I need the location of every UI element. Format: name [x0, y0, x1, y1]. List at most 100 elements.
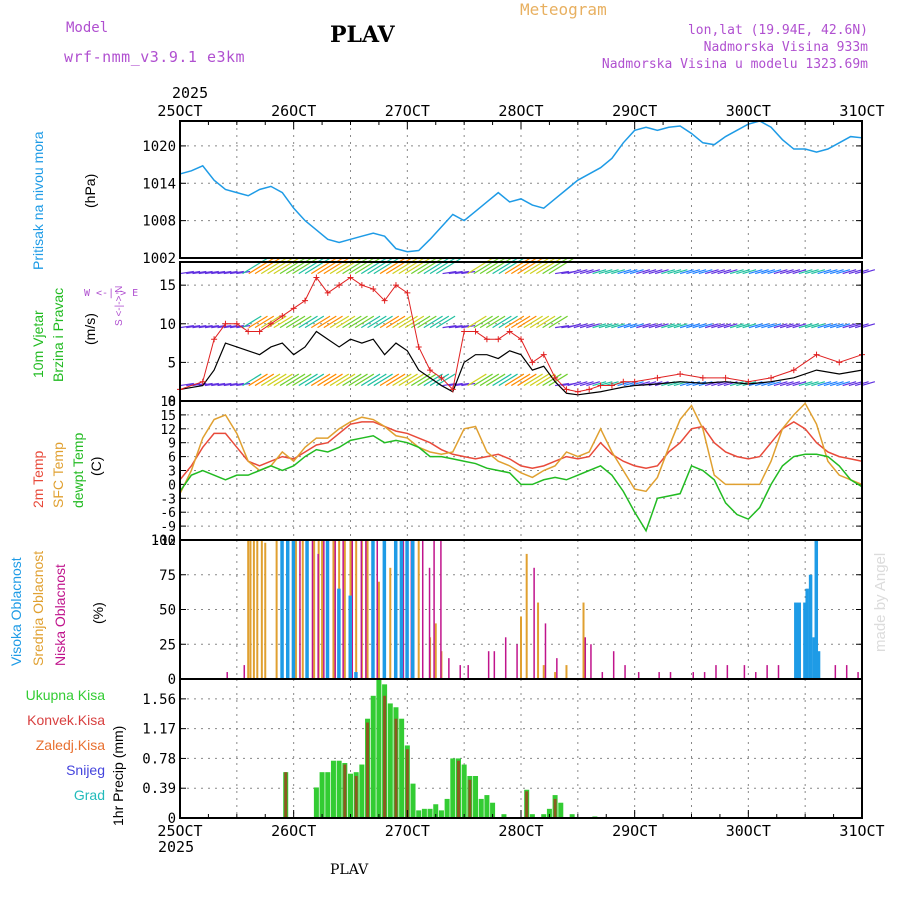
wind-direction-arrow: [642, 269, 657, 275]
cloud-high-bar: [291, 540, 296, 679]
cloud-high-bar: [337, 588, 341, 679]
wind-direction-arrow: [555, 324, 570, 329]
cloud-high-bar: [305, 540, 309, 679]
wind-direction-arrow: [598, 381, 613, 387]
wind-direction-arrow: [211, 324, 226, 329]
wind-gust-marker: [518, 336, 524, 343]
wind-gust-marker: [245, 328, 252, 335]
wind-direction-arrow: [304, 373, 325, 387]
cloud-high-bar: [399, 540, 404, 679]
y-tick-label: -9: [160, 520, 176, 535]
y-tick-label: 12: [160, 423, 176, 438]
wind-direction-arrow: [629, 323, 644, 329]
wind-direction-arrow: [567, 269, 582, 275]
wind-gust-marker: [506, 328, 513, 335]
wind-gust-marker: [324, 289, 331, 296]
precip-total-bar: [461, 764, 467, 818]
wind-gust-marker: [427, 367, 434, 374]
precip-conv-bar: [468, 779, 472, 818]
wind-gust-marker: [211, 336, 218, 343]
wind-direction-arrow: [254, 257, 281, 275]
y-tick-label: 9: [168, 437, 176, 452]
wind-direction-arrow: [504, 315, 525, 329]
wind-direction-arrow: [479, 373, 500, 387]
wind-direction-arrow: [248, 315, 268, 329]
wind-direction-arrow: [798, 381, 813, 387]
cloud-low-bar: [658, 672, 660, 679]
wind-direction-arrow: [617, 323, 632, 329]
wind-direction-arrow: [698, 323, 713, 329]
wind-direction-arrow: [348, 373, 368, 387]
cloud-low-bar: [556, 658, 558, 679]
wind-direction-arrow: [586, 323, 600, 329]
wind-direction-arrow: [404, 257, 431, 275]
wind-direction-arrow: [786, 269, 801, 275]
cloud-mid-bar: [542, 665, 545, 679]
wind-direction-arrow: [817, 323, 832, 329]
wind-gust-marker: [336, 282, 343, 289]
wind-direction-arrow: [517, 315, 537, 329]
wind-direction-arrow: [492, 315, 512, 329]
y-tick-label: 0.39: [142, 781, 176, 797]
precip-total-bar: [359, 764, 365, 818]
wind-direction-arrow: [773, 381, 788, 387]
cloud-high-bar: [812, 637, 816, 679]
pressure-series-line: [179, 120, 863, 253]
wind-direction-arrow: [848, 323, 863, 329]
wind-direction-arrow: [717, 323, 732, 329]
cloud-low-bar: [467, 665, 469, 679]
wind-direction-arrow: [323, 257, 350, 275]
wind-direction-arrow: [317, 373, 337, 387]
precip-conv-bar: [525, 791, 529, 818]
cloud-low-bar: [743, 665, 746, 679]
wind-direction-arrow: [786, 323, 801, 329]
wind-gust-marker: [404, 289, 411, 296]
cloud-low-bar: [311, 540, 314, 679]
wind-direction-arrow: [335, 257, 363, 275]
wind-direction-arrow: [486, 315, 506, 329]
wind-direction-arrow: [836, 381, 851, 387]
cloud-mid-bar: [301, 540, 304, 679]
wind-direction-arrow: [392, 373, 412, 387]
wind-direction-arrow: [629, 381, 644, 387]
wind-gust-marker: [392, 282, 399, 289]
wind-direction-arrow: [211, 270, 226, 275]
cloud-low-bar: [533, 567, 535, 679]
wind-direction-arrow: [198, 324, 213, 329]
wind-direction-arrow: [548, 315, 568, 329]
cloud-low-bar: [504, 637, 507, 679]
precip-total-bar: [473, 775, 479, 818]
wind-gust-marker: [552, 374, 559, 381]
precip-conv-bar: [284, 772, 288, 818]
wind-direction-arrow: [586, 381, 600, 387]
wind-direction-arrow: [179, 382, 194, 387]
temp-sfc-line: [179, 402, 863, 494]
cloud-mid-bar: [565, 665, 568, 679]
wind-direction-arrow: [392, 315, 412, 329]
wind-direction-arrow: [454, 270, 470, 275]
wind-direction-arrow: [398, 315, 418, 329]
wind-gust-marker: [358, 282, 365, 289]
wind-gust-marker: [631, 378, 638, 385]
wind-direction-arrow: [273, 315, 293, 329]
wind-gust-marker: [415, 343, 422, 350]
altitude-label: Nadmorska Visina 933m: [703, 40, 868, 55]
cloud-low-bar: [299, 540, 301, 679]
cloud-mid-bar: [434, 623, 437, 679]
y-tick-label: 1002: [142, 251, 176, 267]
cloud-high-bar: [814, 540, 819, 679]
cloud-low-bar: [365, 540, 367, 679]
cloud-mid-bar: [366, 540, 369, 679]
wind-gust-marker: [790, 367, 797, 374]
precip-total-bar: [416, 810, 422, 818]
precip-total-bar: [450, 758, 456, 818]
wind-direction-arrow: [579, 323, 594, 329]
wind-direction-arrow: [673, 323, 688, 329]
wind-direction-arrow: [805, 381, 819, 387]
wind-direction-arrow: [248, 373, 268, 387]
wind-direction-arrow: [761, 381, 776, 387]
wind-direction-arrow: [498, 257, 525, 275]
wind-direction-arrow: [448, 270, 463, 275]
wind-direction-arrow: [623, 269, 638, 275]
wind-direction-arrow: [736, 269, 751, 275]
